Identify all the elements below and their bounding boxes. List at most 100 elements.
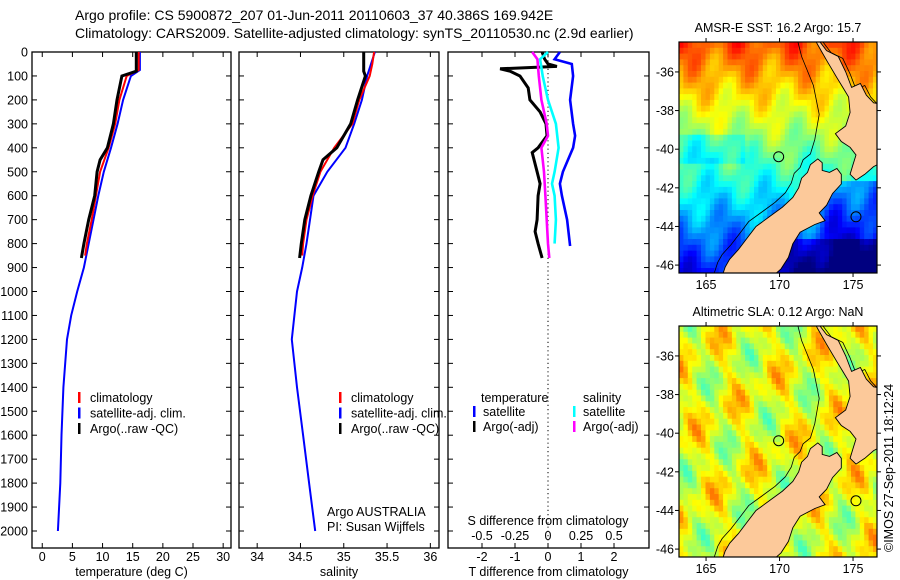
lat-tick-label: -46 (656, 543, 674, 557)
y-tick-label: 1900 (0, 501, 28, 515)
map-field (679, 326, 877, 557)
y-tick-label: 200 (7, 93, 28, 107)
x-axis-label: T difference from climatology (468, 565, 629, 579)
bathymetry-contour (713, 42, 820, 273)
x-tick-label: 10 (96, 550, 110, 564)
y-tick-label: 1100 (1, 309, 28, 323)
map-title: AMSR-E SST: 16.2 Argo: 15.7 (695, 21, 862, 35)
x-tick-label: 0 (39, 550, 46, 564)
s-tick-label: 0.5 (605, 529, 622, 543)
legend-label: satellite-adj. clim. (351, 407, 447, 421)
legend-title-temperature: temperature (481, 391, 548, 405)
lon-tick-label: 170 (769, 562, 790, 576)
y-tick-label: 800 (7, 237, 28, 251)
temperature-profile-panel: 0100200300400500600700800900100011001200… (0, 46, 232, 579)
s-axis-label: S difference from climatology (468, 514, 630, 528)
legend-label: Argo(..raw -QC) (90, 422, 178, 436)
series-line-satellite-adj-clim- (56, 52, 141, 532)
lat-tick-label: -38 (656, 388, 674, 402)
salinity-profile-panel: 34 34.5 35 35.5 36 salinity climatology satelli… (238, 51, 447, 579)
bathymetry-contour (713, 326, 820, 557)
x-tick-label: 2 (611, 550, 618, 564)
x-tick-label: 25 (186, 550, 200, 564)
legend-label: satellite-adj. clim. (90, 407, 186, 421)
legend-swatch (339, 423, 342, 434)
y-tick-label: 1800 (0, 477, 28, 491)
legend-swatch (573, 406, 576, 417)
map-frame (678, 41, 878, 274)
y-tick-label: 500 (7, 165, 28, 179)
y-tick-label: 400 (7, 141, 28, 155)
lat-tick-label: -46 (656, 259, 674, 273)
y-tick-label: 1600 (0, 429, 28, 443)
legend-swatch (339, 407, 342, 419)
x-tick-label: 15 (126, 550, 140, 564)
series-line-salinity-argo-adj- (531, 51, 551, 259)
lat-tick-label: -36 (656, 65, 674, 79)
land-south-island (722, 158, 842, 273)
legend-label: climatology (90, 391, 153, 405)
sla-map: 165 170 175 -36 -38 -40 -42 -44 -46 Altimetric SL… (656, 305, 881, 576)
s-tick-label: 0 (545, 529, 552, 543)
s-tick-label: -0.25 (501, 529, 530, 543)
land-south-island (722, 442, 842, 557)
axes-frame (238, 51, 440, 549)
x-tick-label: -2 (476, 550, 487, 564)
y-tick-label: 1500 (0, 405, 28, 419)
lat-tick-label: -40 (656, 143, 674, 157)
x-tick-label: 36 (423, 550, 437, 564)
sst-map: 165 170 175 -36 -38 -40 -42 -44 -46 AMSR-E SST: 1… (656, 21, 881, 292)
land-north-island (815, 42, 877, 181)
land-north-island (815, 326, 877, 465)
y-tick-label: 0 (21, 46, 28, 60)
x-tick-label: 0 (545, 550, 552, 564)
y-tick-label: 300 (7, 117, 28, 131)
y-tick-label: 600 (7, 189, 28, 203)
y-tick-label: 700 (7, 213, 28, 227)
series-line-argo-raw-qc- (79, 52, 138, 259)
x-tick-label: 35.5 (375, 550, 399, 564)
map-frame (678, 325, 878, 558)
y-tick-label: 1200 (0, 333, 28, 347)
credit-label: ©IMOS 27-Sep-2011 18:12:24 (882, 384, 896, 552)
argo-position-marker (773, 435, 785, 447)
series-line-argo-raw-qc- (298, 52, 367, 259)
y-tick-label: 1300 (0, 357, 28, 371)
lat-tick-label: -38 (656, 104, 674, 118)
lon-tick-label: 175 (843, 562, 864, 576)
lat-tick-label: -42 (656, 181, 674, 195)
lat-tick-label: -36 (656, 349, 674, 363)
x-tick-label: 20 (156, 550, 170, 564)
annotation-pi: PI: Susan Wijffels (327, 520, 425, 534)
legend-label: satellite (483, 405, 525, 419)
legend-label: climatology (351, 391, 414, 405)
lat-tick-label: -42 (656, 465, 674, 479)
lat-tick-label: -44 (656, 220, 674, 234)
series-line-climatology (301, 51, 376, 256)
argo-position-marker (773, 151, 785, 163)
lat-tick-label: -40 (656, 427, 674, 441)
x-tick-label: -1 (509, 550, 520, 564)
x-axis-label: salinity (320, 565, 359, 579)
x-tick-label: 1 (578, 550, 585, 564)
lon-tick-label: 170 (769, 278, 790, 292)
lon-tick-label: 165 (696, 562, 717, 576)
s-tick-label: -0.5 (471, 529, 493, 543)
lat-tick-label: -44 (656, 504, 674, 518)
series-line-satellite-adj-clim- (290, 51, 376, 532)
y-tick-label: 100 (7, 69, 28, 83)
x-tick-label: 34.5 (288, 550, 312, 564)
legend-swatch (573, 421, 576, 432)
legend-swatch (473, 421, 476, 432)
legend-swatch (78, 392, 81, 403)
argo-position-marker (850, 495, 862, 507)
s-tick-label: 0.25 (569, 529, 593, 543)
lon-tick-label: 165 (696, 278, 717, 292)
figure-title-line1: Argo profile: CS 5900872_207 01-Jun-2011… (75, 7, 553, 23)
map-title: Altimetric SLA: 0.12 Argo: NaN (693, 305, 864, 319)
legend-label: satellite (583, 405, 625, 419)
x-tick-label: 5 (69, 550, 76, 564)
legend-swatch (78, 407, 81, 419)
y-tick-label: 2000 (0, 525, 28, 539)
